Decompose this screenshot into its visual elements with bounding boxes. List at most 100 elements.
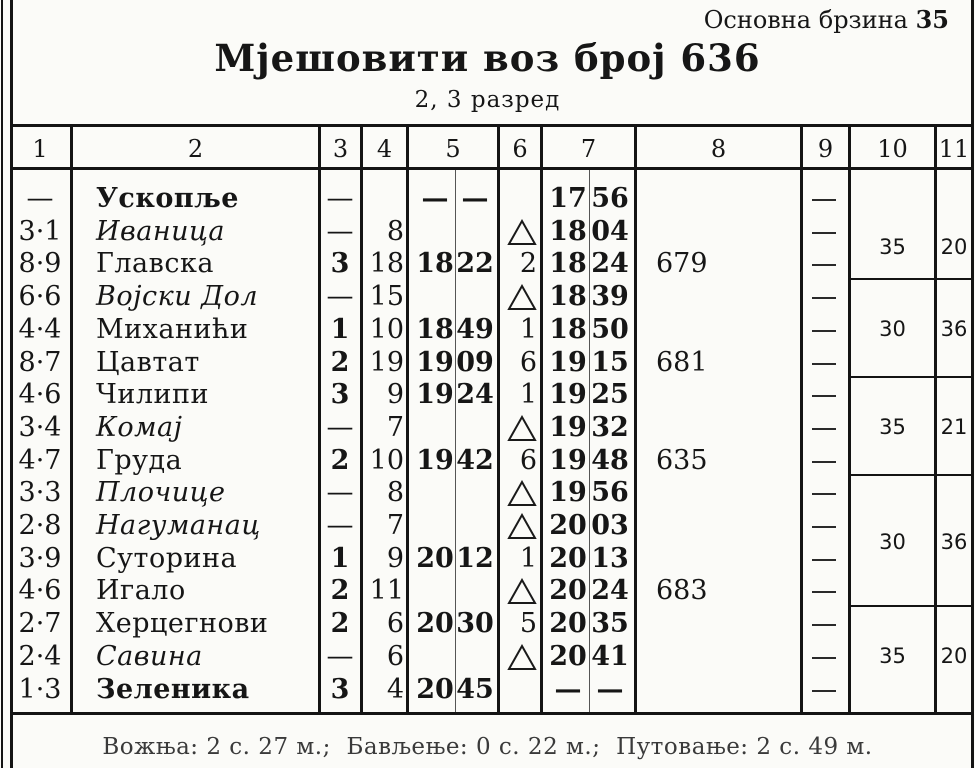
crossing-train: 635: [656, 444, 708, 476]
station-name: Херцегнови: [96, 608, 269, 640]
departure-hour: —: [554, 673, 582, 705]
page-title: Мјешовити воз број 636: [214, 36, 761, 80]
km-cell: 2·4: [18, 640, 62, 672]
col9-dash: [812, 362, 836, 365]
stop-triangle-icon: [504, 509, 540, 543]
col3-cell: 1: [330, 313, 350, 345]
table-rule-bottom: [10, 712, 974, 715]
col-header-2: 2: [187, 135, 204, 163]
departure-hour: 17: [549, 183, 587, 214]
arrival-minute: [456, 476, 494, 510]
departure-minute: 25: [591, 379, 629, 411]
departure-minute: 04: [591, 215, 629, 247]
departure-minute: 15: [591, 346, 629, 378]
arrival-minute: 22: [456, 248, 494, 280]
arrival-hour: 19: [416, 379, 454, 411]
station-name: Главска: [96, 248, 214, 280]
col-sep-3-4: [360, 127, 363, 712]
arrival-hour: 20: [416, 608, 454, 640]
col9-dash: [812, 689, 836, 692]
km-cell: 2·7: [18, 608, 62, 640]
col3-cell: —: [326, 640, 354, 672]
col-sep-10-11: [934, 127, 937, 712]
departure-hour: 19: [549, 411, 587, 443]
col9-dash: [812, 264, 836, 267]
km-cell: 4·7: [18, 444, 62, 476]
km-cell: 3·1: [18, 215, 62, 247]
col3-cell: —: [326, 215, 354, 247]
arrival-minute: 12: [456, 542, 494, 574]
col4-cell: 4: [386, 673, 404, 705]
speed-group-speed: 30: [879, 317, 906, 342]
arrival-hour: 18: [416, 248, 454, 280]
left-border-inner: [10, 0, 13, 768]
col9-dash: [812, 395, 836, 398]
col-sep-2-3: [318, 127, 321, 712]
crossing-train: 681: [656, 346, 708, 378]
departure-hour: 18: [549, 313, 587, 345]
col9-dash: [812, 199, 836, 201]
base-speed-label: Основна брзина: [703, 6, 908, 34]
station-name: Зеленика: [96, 673, 250, 705]
col-header-8: 8: [710, 135, 727, 163]
departure-minute: 56: [591, 183, 629, 214]
col6-cell: 6: [519, 346, 537, 378]
speed-group-divider: [851, 605, 971, 608]
station-name: Војски Дол: [96, 281, 259, 313]
station-name: Плочице: [96, 477, 226, 509]
speed-group-extra: 20: [940, 235, 968, 260]
speed-group-extra: 20: [940, 644, 968, 669]
col4-cell: 15: [369, 281, 404, 313]
col4-cell: 10: [369, 444, 404, 476]
stop-triangle-icon: [504, 215, 540, 249]
base-speed-value: 35: [915, 5, 949, 34]
col3-cell: 2: [330, 444, 350, 476]
departure-hour: 20: [549, 542, 587, 574]
departure-minute: 32: [591, 411, 629, 443]
speed-group-extra: 21: [940, 415, 968, 440]
col4-cell: 6: [386, 608, 404, 640]
col4-cell: 8: [386, 215, 404, 247]
col-header-11: 11: [938, 135, 970, 163]
arrival-hour: 19: [416, 444, 454, 476]
col9-dash: [812, 656, 836, 659]
col9-dash: [812, 460, 836, 463]
col9-dash: [812, 558, 836, 561]
col7-minute-divider: [589, 170, 590, 712]
col-header-6: 6: [512, 135, 528, 163]
col4-cell: 18: [369, 248, 404, 280]
arrival-hour: [414, 411, 456, 445]
station-name: Груда: [96, 444, 183, 476]
base-speed: Основна брзина 35: [703, 5, 949, 34]
station-name: Иваница: [96, 215, 225, 247]
station-name: Игало: [96, 575, 186, 607]
departure-hour: 18: [549, 281, 587, 313]
col-header-3: 3: [332, 135, 349, 163]
speed-group-speed: 35: [879, 235, 906, 260]
arrival-minute: 42: [456, 444, 494, 476]
departure-minute: 41: [591, 640, 629, 672]
km-cell: 3·9: [18, 542, 62, 574]
col6-cell: 1: [519, 379, 537, 411]
col-header-7: 7: [580, 135, 597, 163]
speed-group-divider: [851, 474, 971, 477]
departure-minute: —: [596, 673, 624, 705]
speed-group-extra: 36: [940, 529, 968, 554]
col3-cell: 2: [330, 575, 350, 607]
departure-hour: 20: [549, 640, 587, 672]
station-name: Суторина: [96, 542, 238, 574]
col4-cell: [362, 182, 404, 216]
departure-minute: 50: [591, 313, 629, 345]
col3-cell: 3: [330, 248, 350, 280]
col9-dash: [812, 624, 836, 627]
col4-cell: 8: [386, 477, 404, 509]
stop-triangle-icon: [504, 280, 540, 314]
col3-cell: —: [326, 183, 354, 214]
col3-cell: —: [326, 281, 354, 313]
col-sep-6-7: [540, 127, 543, 712]
col3-cell: 1: [330, 542, 350, 574]
col4-cell: 9: [386, 542, 404, 574]
col9-dash: [812, 297, 836, 300]
stop-triangle-icon: [504, 574, 540, 608]
col3-cell: 3: [330, 379, 350, 411]
